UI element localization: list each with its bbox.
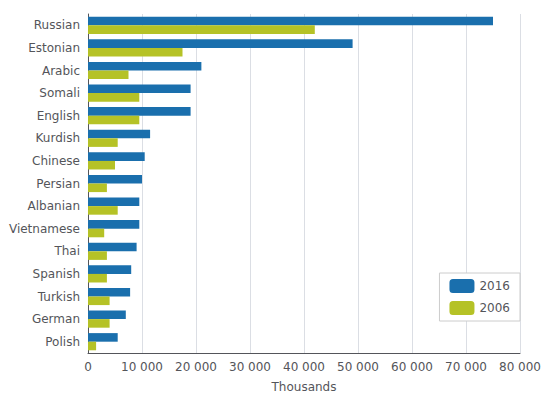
svg-text:30 000: 30 000 — [229, 360, 271, 374]
svg-text:Turkish: Turkish — [37, 290, 80, 304]
svg-text:Russian: Russian — [34, 18, 80, 32]
svg-text:Arabic: Arabic — [42, 64, 80, 78]
svg-text:Chinese: Chinese — [32, 154, 80, 168]
svg-text:Kurdish: Kurdish — [36, 131, 80, 145]
svg-text:40 000: 40 000 — [283, 360, 325, 374]
svg-text:0: 0 — [84, 360, 92, 374]
svg-text:60 000: 60 000 — [391, 360, 433, 374]
svg-text:Persian: Persian — [36, 177, 80, 191]
svg-text:2006: 2006 — [479, 301, 510, 315]
svg-text:80 000: 80 000 — [499, 360, 541, 374]
svg-text:Somali: Somali — [39, 86, 80, 100]
svg-text:Polish: Polish — [45, 335, 80, 349]
svg-text:Spanish: Spanish — [33, 267, 80, 281]
svg-text:10 000: 10 000 — [121, 360, 163, 374]
svg-text:2016: 2016 — [479, 279, 510, 293]
svg-text:20 000: 20 000 — [175, 360, 217, 374]
svg-text:Estonian: Estonian — [28, 41, 80, 55]
svg-text:Albanian: Albanian — [28, 199, 80, 213]
svg-text:70 000: 70 000 — [445, 360, 487, 374]
svg-text:50 000: 50 000 — [337, 360, 379, 374]
svg-text:German: German — [32, 312, 80, 326]
svg-text:Thousands: Thousands — [271, 380, 337, 394]
svg-text:Thai: Thai — [53, 244, 80, 258]
svg-text:Vietnamese: Vietnamese — [9, 222, 80, 236]
svg-text:English: English — [37, 109, 80, 123]
